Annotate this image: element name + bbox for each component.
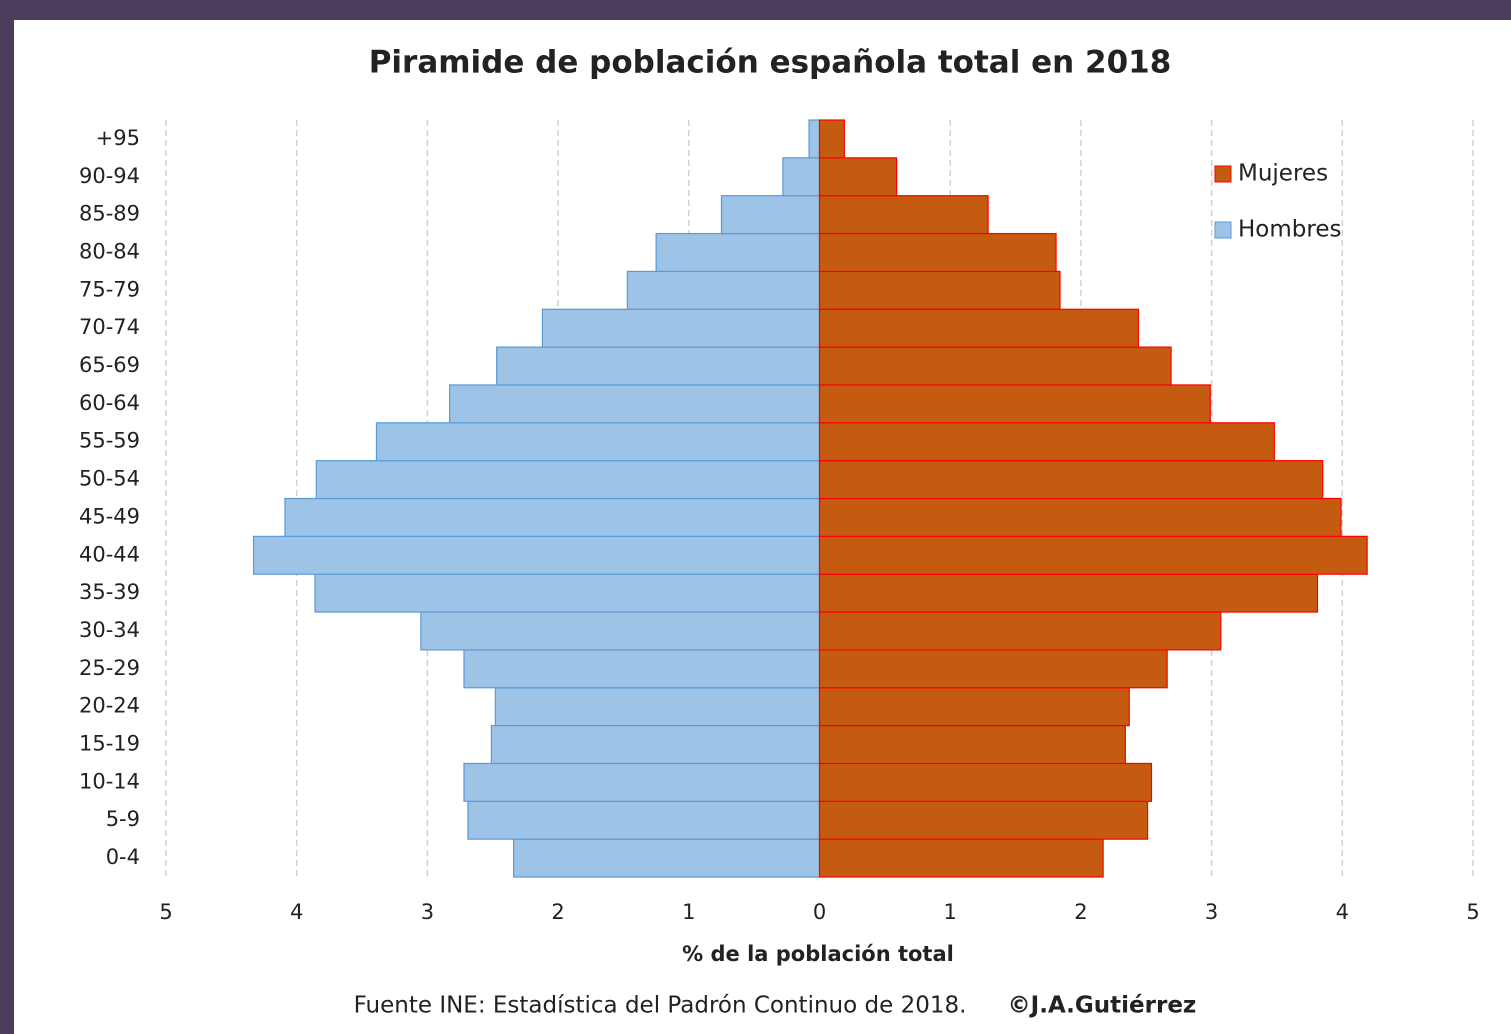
x-tick-label: 3	[421, 900, 434, 924]
bar	[818, 838, 1104, 878]
bar	[720, 195, 821, 235]
bar	[314, 573, 821, 613]
legend-swatch	[1214, 165, 1232, 183]
y-tick-label: 80-84	[79, 239, 140, 263]
y-tick-label: 90-94	[79, 164, 140, 188]
bar	[818, 573, 1319, 613]
bar	[420, 611, 821, 651]
bar	[818, 308, 1140, 348]
x-tick-label: 1	[682, 900, 695, 924]
y-tick-label: 55-59	[79, 429, 140, 453]
y-tick-label: 85-89	[79, 202, 140, 226]
bar	[818, 724, 1126, 765]
bar	[541, 308, 821, 348]
y-tick-label: 35-39	[79, 580, 140, 604]
bar	[818, 119, 845, 159]
bar	[494, 687, 821, 727]
bar	[315, 460, 821, 500]
x-tick-label: 4	[1336, 900, 1349, 924]
y-tick-label: 30-34	[79, 618, 140, 642]
bar	[818, 460, 1324, 500]
bar	[818, 687, 1130, 727]
bar	[808, 119, 821, 159]
bar	[818, 800, 1149, 840]
y-tick-label: +95	[96, 126, 140, 150]
x-tick-label: 5	[159, 900, 172, 924]
bar	[818, 649, 1168, 689]
y-tick-label: 60-64	[79, 391, 140, 415]
bar	[626, 270, 821, 310]
legend-label: Hombres	[1238, 217, 1341, 243]
bar	[818, 535, 1368, 575]
y-tick-label: 40-44	[79, 542, 140, 566]
y-tick-label: 20-24	[79, 694, 140, 718]
bar	[818, 270, 1061, 310]
bar	[284, 497, 821, 537]
x-tick-label: 3	[1205, 900, 1218, 924]
x-tick-label: 4	[290, 900, 303, 924]
x-axis-label: % de la población total	[682, 942, 954, 966]
y-tick-label: 70-74	[79, 315, 140, 339]
y-tick-label: 25-29	[79, 656, 140, 680]
source: Fuente INE: Estadística del Padrón Conti…	[354, 993, 967, 1019]
bar	[490, 724, 821, 765]
bar	[655, 232, 821, 273]
y-tick-label: 75-79	[79, 277, 140, 301]
bar	[818, 762, 1153, 802]
x-tick-label: 2	[551, 900, 564, 924]
bar	[818, 195, 989, 235]
x-tick-label: 5	[1466, 900, 1479, 924]
legend-label: Mujeres	[1238, 161, 1328, 187]
y-tick-label: 10-14	[79, 769, 140, 793]
bar	[818, 422, 1275, 462]
x-tick-label: 0	[813, 900, 826, 924]
y-tick-label: 15-19	[79, 732, 140, 756]
bar	[375, 422, 821, 462]
credit: ©J.A.Gutiérrez	[1008, 993, 1197, 1019]
bar	[463, 649, 821, 689]
legend-swatch	[1214, 221, 1232, 239]
bar	[818, 611, 1222, 651]
bar	[818, 232, 1057, 273]
bar	[449, 384, 821, 424]
bar	[818, 497, 1342, 537]
bar	[252, 535, 821, 575]
bar	[496, 346, 821, 386]
bar	[782, 157, 821, 197]
bar	[513, 838, 821, 878]
x-tick-label: 1	[944, 900, 957, 924]
x-tick-label: 2	[1074, 900, 1087, 924]
y-tick-label: 0-4	[106, 845, 140, 869]
y-tick-label: 45-49	[79, 504, 140, 528]
y-tick-label: 65-69	[79, 353, 140, 377]
y-tick-label: 5-9	[106, 807, 140, 831]
chart-title: Piramide de población española total en …	[369, 45, 1172, 81]
bar	[818, 346, 1172, 386]
bar	[818, 384, 1211, 424]
y-tick-label: 50-54	[79, 467, 140, 491]
bar	[818, 157, 898, 197]
bar	[463, 762, 821, 802]
bar	[467, 800, 821, 840]
